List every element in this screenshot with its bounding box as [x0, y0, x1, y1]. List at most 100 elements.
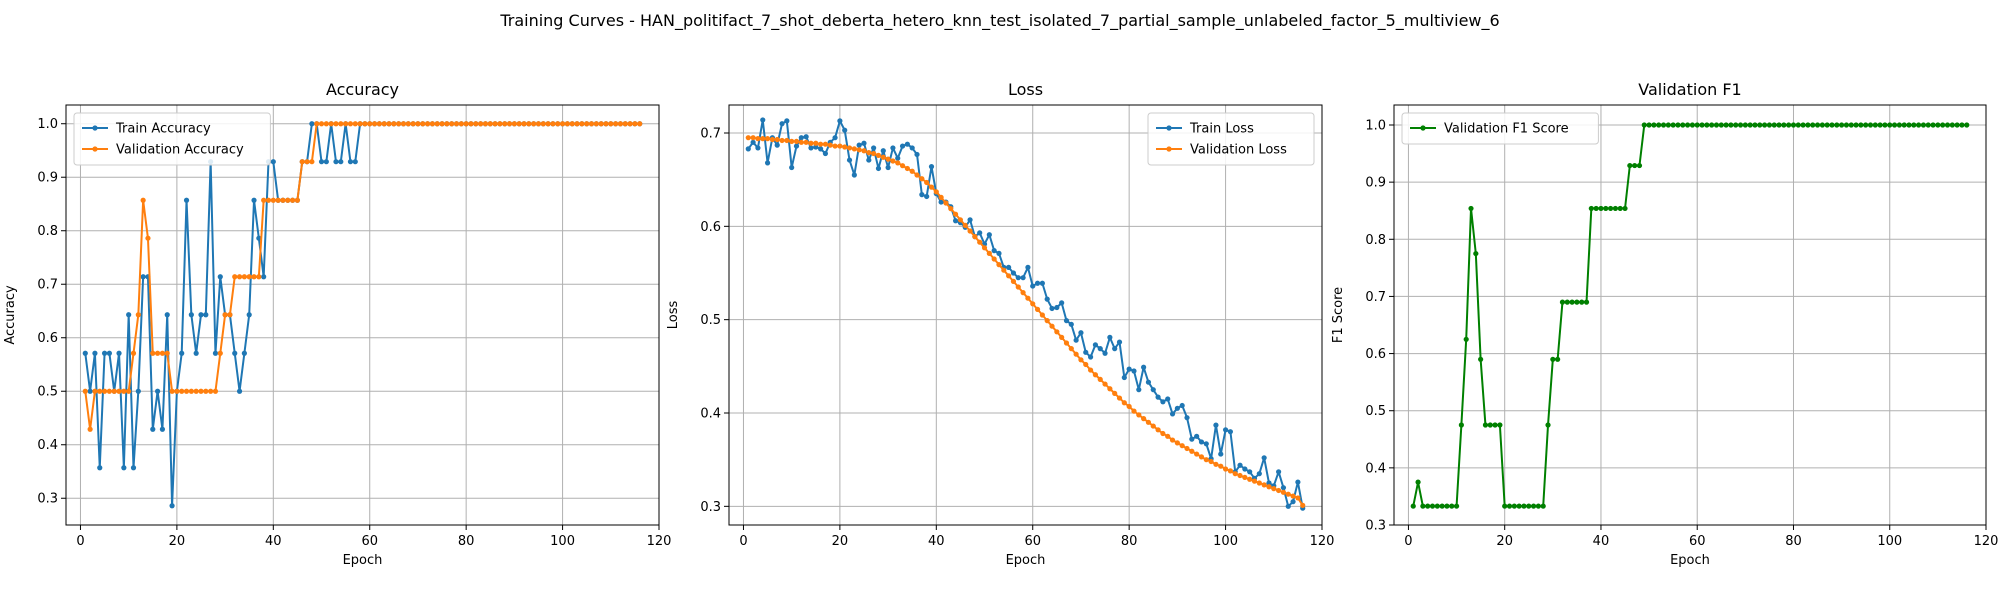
plot-frame	[1393, 104, 1987, 526]
data-point	[637, 121, 643, 127]
data-point	[468, 121, 474, 127]
chart-title: Loss	[1008, 80, 1043, 99]
data-point	[318, 121, 325, 127]
data-point	[1276, 469, 1282, 475]
data-point	[977, 230, 983, 236]
data-point	[1660, 122, 1667, 128]
data-point	[400, 121, 407, 127]
data-point	[150, 426, 156, 432]
data-point	[1280, 489, 1287, 495]
data-point	[579, 121, 585, 127]
data-point	[1940, 122, 1946, 128]
data-point	[1222, 427, 1229, 433]
y-tick-label: 0.6	[37, 331, 58, 346]
data-point	[174, 388, 180, 394]
x-tick-label: 0	[1404, 534, 1412, 549]
data-point	[333, 121, 339, 127]
data-point	[116, 388, 122, 394]
data-point	[1954, 122, 1960, 128]
data-point	[179, 388, 185, 394]
data-point	[798, 135, 804, 141]
data-point	[492, 121, 498, 127]
data-point	[818, 141, 824, 147]
data-point	[1145, 419, 1152, 425]
data-point	[526, 121, 532, 127]
data-point	[832, 135, 838, 141]
y-tick-label: 1.0	[1365, 119, 1386, 134]
y-axis-label: F1 Score	[1331, 287, 1346, 343]
data-point	[381, 121, 387, 127]
data-point	[1728, 122, 1734, 128]
data-point	[473, 121, 479, 127]
data-point	[1588, 205, 1594, 212]
data-point	[116, 350, 122, 356]
data-point	[904, 141, 910, 147]
data-point	[1713, 122, 1720, 128]
data-point	[318, 159, 325, 165]
data-point	[1160, 430, 1166, 437]
data-point	[1415, 479, 1421, 485]
data-point	[497, 121, 503, 127]
data-point	[106, 350, 112, 356]
data-point	[1083, 361, 1089, 368]
data-point	[1174, 405, 1180, 411]
y-tick-label: 0.7	[700, 127, 721, 142]
data-point	[627, 121, 633, 127]
data-point	[1073, 337, 1079, 343]
data-point	[1555, 356, 1561, 362]
data-point	[1848, 122, 1854, 128]
x-tick-label: 100	[1213, 534, 1238, 549]
data-point	[183, 197, 190, 203]
data-point	[1612, 205, 1618, 212]
data-point	[1107, 386, 1113, 392]
data-point	[1203, 441, 1209, 447]
data-point	[1276, 487, 1282, 494]
data-point	[1218, 463, 1224, 469]
data-point	[1762, 122, 1768, 128]
data-point	[265, 197, 272, 203]
data-point	[764, 136, 771, 142]
data-point	[1194, 433, 1200, 439]
data-point	[396, 121, 402, 127]
data-point	[1232, 471, 1238, 477]
x-tick-label: 20	[169, 534, 186, 549]
data-point	[1814, 122, 1821, 128]
legend-label: Validation Loss	[1190, 143, 1287, 158]
data-point	[130, 465, 137, 471]
data-point	[803, 134, 809, 140]
data-point	[842, 144, 848, 150]
data-point	[299, 159, 305, 165]
data-point	[309, 121, 315, 127]
data-point	[890, 158, 896, 164]
data-point	[1843, 122, 1850, 128]
data-point	[87, 426, 93, 432]
data-point	[1131, 368, 1137, 374]
data-point	[246, 274, 252, 280]
data-point	[1039, 312, 1045, 318]
x-tick-label: 80	[458, 534, 475, 549]
data-point	[164, 350, 170, 356]
data-point	[1680, 122, 1686, 128]
data-point	[632, 121, 638, 127]
data-point	[1179, 443, 1185, 449]
data-point	[121, 465, 127, 471]
data-point	[952, 211, 959, 217]
data-point	[1800, 122, 1806, 128]
data-point	[1670, 122, 1676, 128]
data-point	[1145, 379, 1152, 385]
data-point	[323, 159, 329, 165]
series-validation-loss	[745, 135, 1306, 508]
data-point	[909, 168, 915, 174]
data-point	[1044, 318, 1050, 324]
data-point	[1858, 122, 1864, 128]
data-point	[1516, 503, 1522, 509]
data-point	[1189, 436, 1195, 442]
data-point	[1834, 122, 1840, 128]
legend-label: Validation Accuracy	[116, 143, 244, 158]
data-point	[1054, 304, 1060, 311]
data-point	[97, 465, 103, 471]
data-point	[1121, 400, 1127, 406]
data-point	[1247, 476, 1253, 482]
data-point	[1112, 346, 1118, 352]
data-point	[424, 121, 431, 127]
